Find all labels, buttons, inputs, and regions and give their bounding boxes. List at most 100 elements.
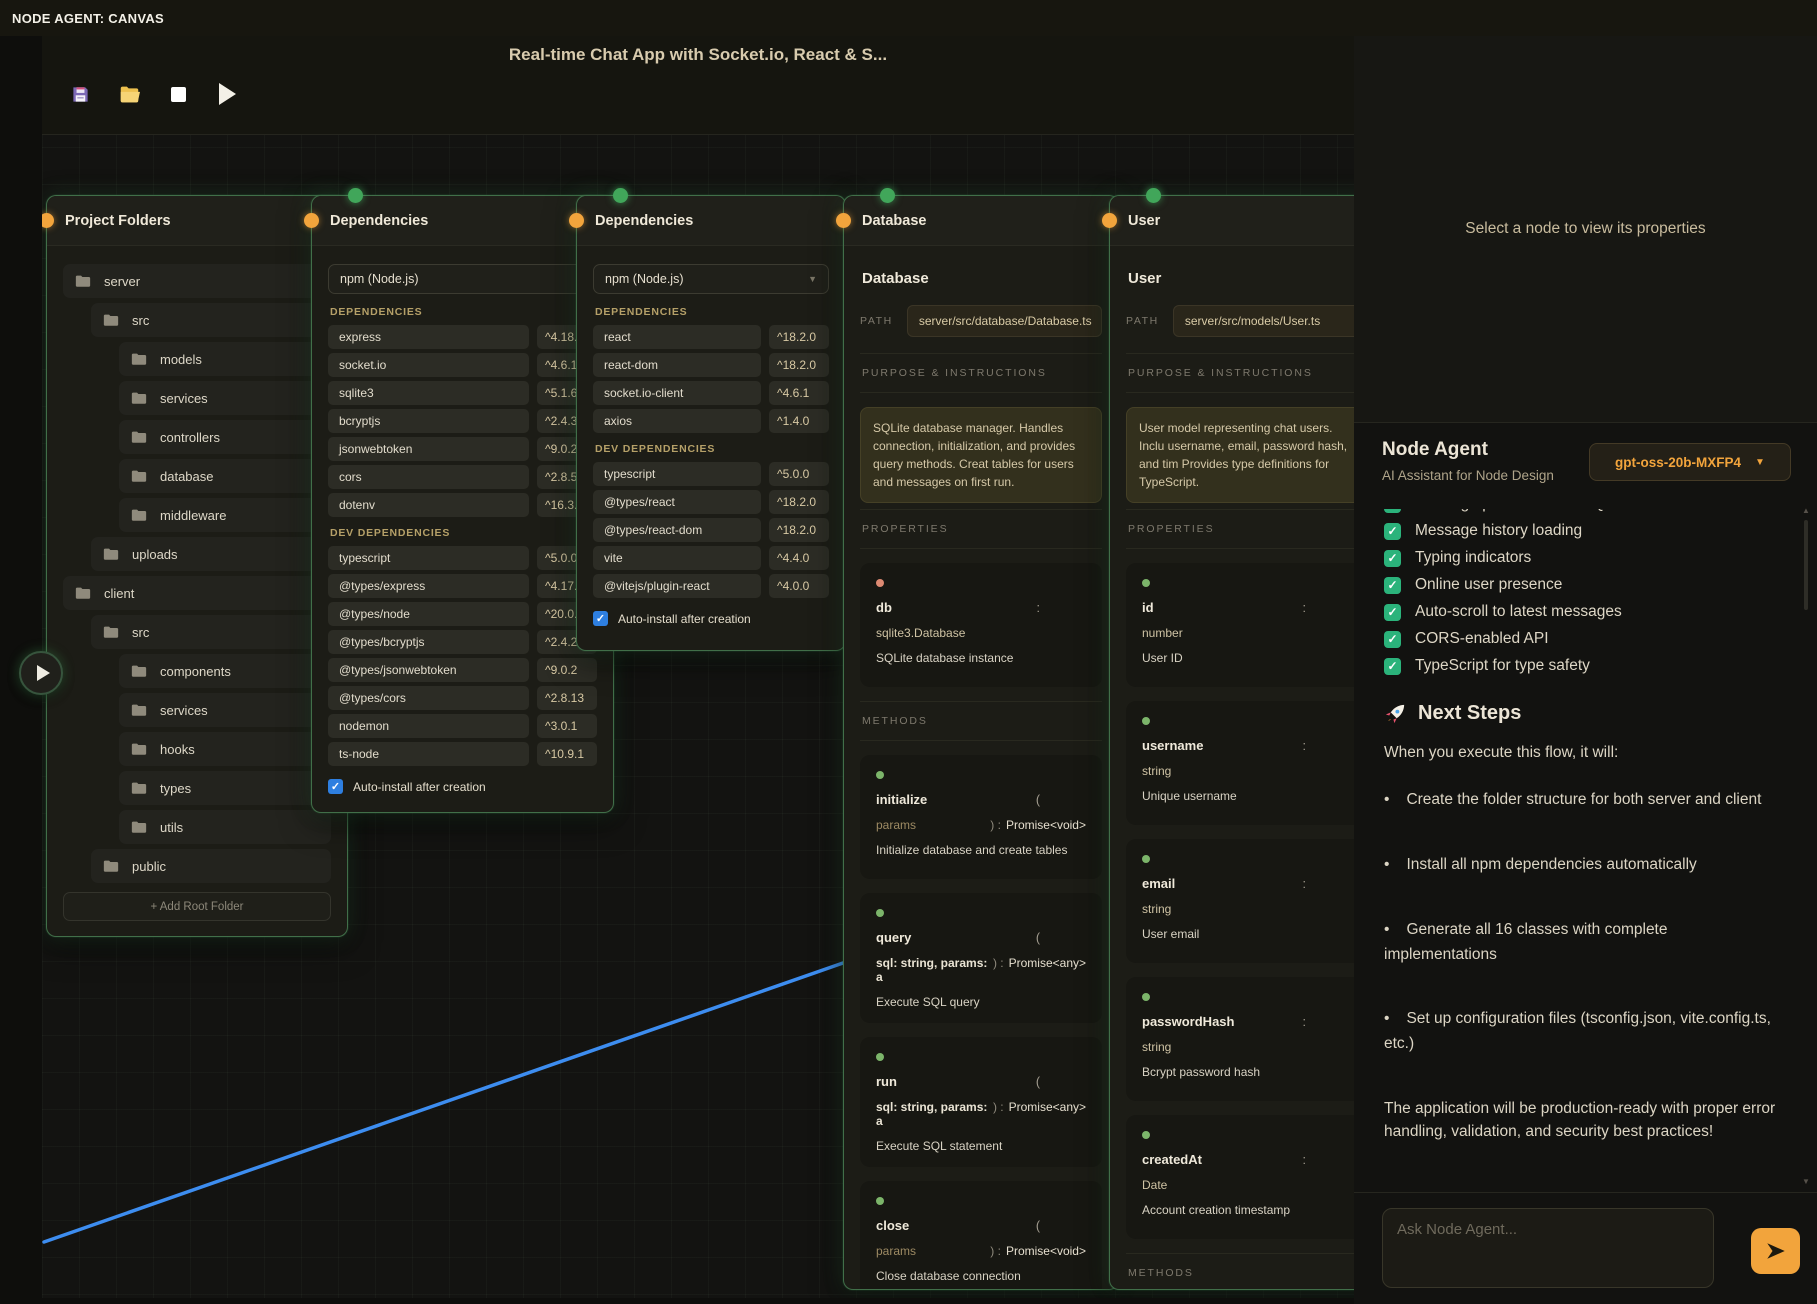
- node-user-class[interactable]: User User PATH server/src/models/User.ts…: [1102, 188, 1354, 1290]
- path-field[interactable]: server/src/models/User.ts: [1172, 305, 1354, 337]
- exec-port[interactable]: [613, 188, 628, 203]
- dependency-version-field[interactable]: ^4.4.0: [769, 546, 829, 570]
- dependency-version-field[interactable]: ^18.2.0: [769, 325, 829, 349]
- folder-item[interactable]: src: [91, 303, 331, 337]
- folder-item[interactable]: services: [119, 381, 331, 415]
- method-card[interactable]: query (sql: string, params: a) : Promise<a…: [860, 893, 1102, 1023]
- scroll-up-icon[interactable]: ▲: [1802, 506, 1810, 515]
- dependency-name-field[interactable]: jsonwebtoken: [328, 437, 529, 461]
- dependency-name-field[interactable]: @types/bcryptjs: [328, 630, 529, 654]
- folder-item[interactable]: utils: [119, 810, 331, 844]
- dependency-version-field[interactable]: ^4.6.1: [769, 381, 829, 405]
- property-card[interactable]: passwordHash: string Bcrypt password hash: [1126, 977, 1354, 1101]
- method-card[interactable]: close (params) : Promise<void> Close databa…: [860, 1181, 1102, 1289]
- package-manager-select[interactable]: npm (Node.js) ▼: [593, 264, 829, 294]
- property-card[interactable]: email: string User email: [1126, 839, 1354, 963]
- dependency-version-field[interactable]: ^1.4.0: [769, 409, 829, 433]
- dependency-name-field[interactable]: @types/cors: [328, 686, 529, 710]
- dependency-name-field[interactable]: @types/react-dom: [593, 518, 761, 542]
- exec-port[interactable]: [348, 188, 363, 203]
- flow-canvas[interactable]: Real-time Chat App with Socket.io, React…: [42, 36, 1354, 1298]
- input-port[interactable]: [42, 213, 54, 228]
- dependency-name-field[interactable]: socket.io-client: [593, 381, 761, 405]
- checkbox-checked-icon[interactable]: [328, 779, 343, 794]
- property-card[interactable]: username: string Unique username: [1126, 701, 1354, 825]
- folder-item[interactable]: database: [119, 459, 331, 493]
- save-icon[interactable]: [68, 82, 92, 106]
- folder-item[interactable]: models: [119, 342, 331, 376]
- auto-install-checkbox[interactable]: Auto-install after creation: [593, 611, 829, 626]
- execute-flow-button[interactable]: [19, 651, 63, 695]
- send-button[interactable]: [1751, 1228, 1800, 1274]
- exec-port[interactable]: [880, 188, 895, 203]
- node-header[interactable]: User: [1110, 196, 1354, 246]
- dependency-name-field[interactable]: sqlite3: [328, 381, 529, 405]
- dependency-name-field[interactable]: react: [593, 325, 761, 349]
- purpose-field[interactable]: SQLite database manager. Handles connect…: [860, 407, 1102, 503]
- run-icon[interactable]: [215, 82, 239, 106]
- stop-icon[interactable]: [166, 82, 190, 106]
- purpose-field[interactable]: User model representing chat users. Incl…: [1126, 407, 1354, 503]
- node-dependencies-server[interactable]: Dependencies npm (Node.js) ▼ DEPENDENCIE…: [304, 188, 614, 813]
- dependency-version-field[interactable]: ^18.2.0: [769, 353, 829, 377]
- folder-item[interactable]: hooks: [119, 732, 331, 766]
- node-database-class[interactable]: Database Database PATH server/src/databa…: [836, 188, 1119, 1290]
- dependency-version-field[interactable]: ^9.0.2: [537, 658, 597, 682]
- add-root-folder-button[interactable]: + Add Root Folder: [63, 892, 331, 921]
- folder-item[interactable]: src: [91, 615, 331, 649]
- dependency-version-field[interactable]: ^4.0.0: [769, 574, 829, 598]
- dependency-name-field[interactable]: nodemon: [328, 714, 529, 738]
- folder-item[interactable]: uploads: [91, 537, 331, 571]
- auto-install-checkbox[interactable]: Auto-install after creation: [328, 779, 597, 794]
- dependency-version-field[interactable]: ^3.0.1: [537, 714, 597, 738]
- dependency-name-field[interactable]: express: [328, 325, 529, 349]
- scrollbar-thumb[interactable]: [1804, 520, 1808, 610]
- model-selector[interactable]: gpt-oss-20b-MXFP4 ▼: [1589, 443, 1791, 481]
- dependency-name-field[interactable]: cors: [328, 465, 529, 489]
- folder-item[interactable]: controllers: [119, 420, 331, 454]
- property-card[interactable]: id: number User ID: [1126, 563, 1354, 687]
- node-project-folders[interactable]: Project Folders server src models services c…: [42, 195, 348, 937]
- folder-item[interactable]: components: [119, 654, 331, 688]
- dependency-name-field[interactable]: typescript: [328, 546, 529, 570]
- ask-agent-input[interactable]: [1382, 1208, 1714, 1288]
- checkbox-checked-icon[interactable]: [593, 611, 608, 626]
- scroll-down-icon[interactable]: ▼: [1802, 1177, 1810, 1186]
- dependency-name-field[interactable]: typescript: [593, 462, 761, 486]
- dependency-version-field[interactable]: ^5.0.0: [769, 462, 829, 486]
- folder-item[interactable]: types: [119, 771, 331, 805]
- dependency-version-field[interactable]: ^18.2.0: [769, 518, 829, 542]
- exec-port[interactable]: [1146, 188, 1161, 203]
- package-manager-select[interactable]: npm (Node.js) ▼: [328, 264, 597, 294]
- folder-item[interactable]: middleware: [119, 498, 331, 532]
- folder-item[interactable]: services: [119, 693, 331, 727]
- dependency-name-field[interactable]: axios: [593, 409, 761, 433]
- path-field[interactable]: server/src/database/Database.ts: [906, 305, 1102, 337]
- folder-item[interactable]: server: [63, 264, 331, 298]
- property-card[interactable]: db: sqlite3.Database SQLite database insta…: [860, 563, 1102, 687]
- folder-item[interactable]: public: [91, 849, 331, 883]
- dependency-name-field[interactable]: socket.io: [328, 353, 529, 377]
- dependency-name-field[interactable]: vite: [593, 546, 761, 570]
- dependency-version-field[interactable]: ^18.2.0: [769, 490, 829, 514]
- dependency-name-field[interactable]: ts-node: [328, 742, 529, 766]
- dependency-name-field[interactable]: react-dom: [593, 353, 761, 377]
- dependency-name-field[interactable]: @types/express: [328, 574, 529, 598]
- dependency-version-field[interactable]: ^2.8.13: [537, 686, 597, 710]
- property-card[interactable]: createdAt: Date Account creation timestamp: [1126, 1115, 1354, 1239]
- dependency-name-field[interactable]: bcryptjs: [328, 409, 529, 433]
- dependency-version-field[interactable]: ^10.9.1: [537, 742, 597, 766]
- input-port[interactable]: [1102, 213, 1117, 228]
- dependency-name-field[interactable]: @types/jsonwebtoken: [328, 658, 529, 682]
- dependency-name-field[interactable]: @types/node: [328, 602, 529, 626]
- node-header[interactable]: Dependencies: [312, 196, 613, 246]
- input-port[interactable]: [836, 213, 851, 228]
- method-card[interactable]: initialize (params) : Promise<void> Initial…: [860, 755, 1102, 879]
- folder-item[interactable]: client: [63, 576, 331, 610]
- node-dependencies-client[interactable]: Dependencies npm (Node.js) ▼ DEPENDENCIE…: [569, 188, 846, 651]
- dependency-name-field[interactable]: @types/react: [593, 490, 761, 514]
- node-header[interactable]: Dependencies: [577, 196, 845, 246]
- dependency-name-field[interactable]: @vitejs/plugin-react: [593, 574, 761, 598]
- method-card[interactable]: run (sql: string, params: a) : Promise<any…: [860, 1037, 1102, 1167]
- input-port[interactable]: [304, 213, 319, 228]
